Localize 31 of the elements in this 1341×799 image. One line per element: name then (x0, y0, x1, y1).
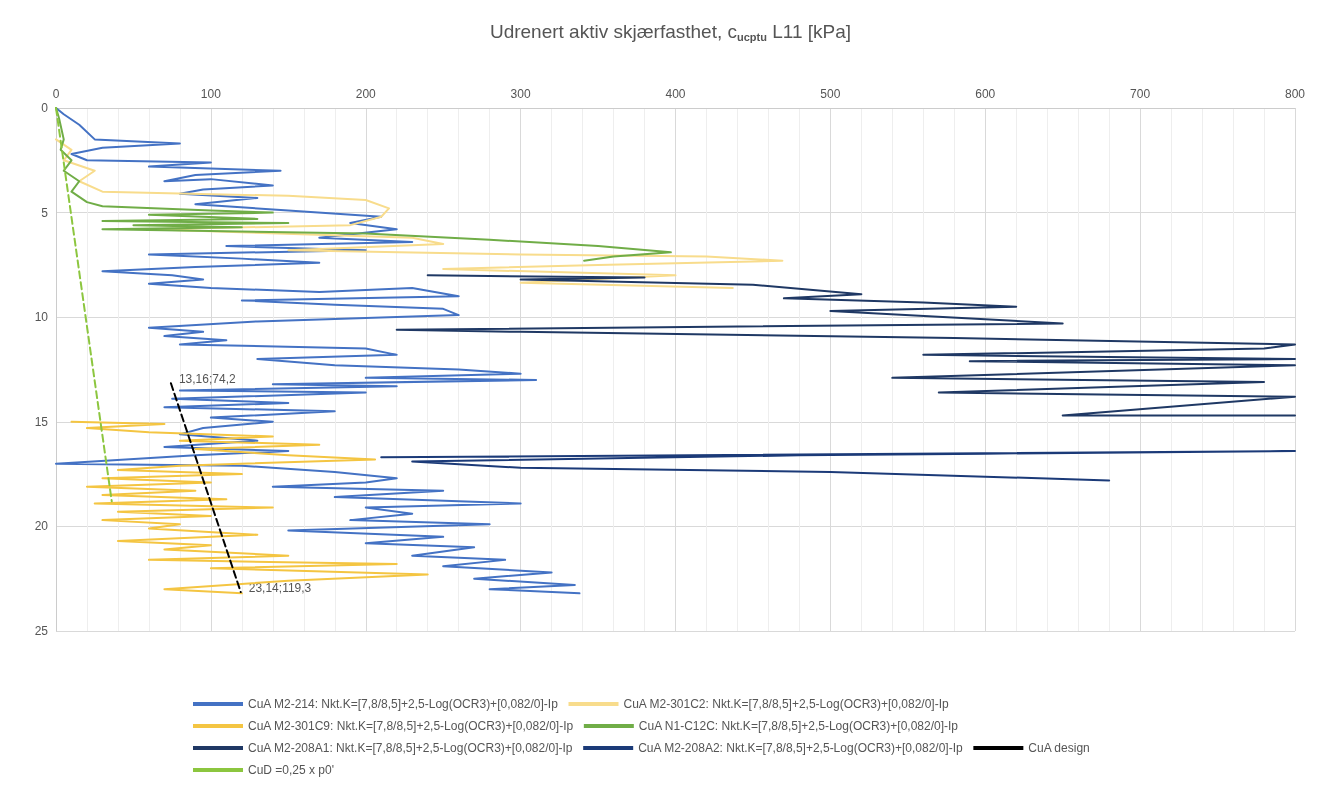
line-series (380, 450, 1296, 482)
line-series (70, 420, 429, 595)
x-tick-label: 100 (200, 87, 222, 101)
legend-label: CuD =0,25 x p0' (248, 763, 335, 777)
x-tick-label: 600 (975, 87, 996, 101)
x-tick-label: 700 (1130, 87, 1151, 101)
legend-label: CuA N1-C12C: Nkt.K=[7,8/8,5]+2,5-Log(OCR3)+[0,082/0]-Ip (638, 719, 959, 733)
y-tick-label: 10 (34, 310, 49, 325)
x-tick-label: 200 (355, 87, 377, 101)
line-series (55, 138, 784, 289)
y-tick-label: 0 (41, 101, 49, 115)
x-tick-label: 0 (52, 87, 60, 101)
line-series (55, 107, 581, 595)
y-tick-label: 20 (34, 519, 49, 534)
x-tick-label: 400 (665, 87, 686, 101)
x-tick-label: 800 (1284, 87, 1306, 101)
line-series (55, 107, 672, 262)
legend-label: CuA M2-301C2: Nkt.K=[7,8/8,5]+2,5-Log(OCR3)+[0,082/0]-Ip (623, 697, 949, 711)
y-tick-label: 15 (34, 414, 49, 429)
x-tick-label: 300 (510, 87, 531, 101)
y-tick-label: 5 (41, 205, 49, 220)
legend-label: CuA M2-301C9: Nkt.K=[7,8/8,5]+2,5-Log(OCR3)+[0,082/0]-Ip (248, 719, 574, 733)
line-series (395, 274, 1296, 417)
legend-label: CuA M2-208A2: Nkt.K=[7,8/8,5]+2,5-Log(OCR3)+[0,082/0]-Ip (638, 741, 964, 755)
annotation: 23,14;119,3 (248, 581, 312, 596)
x-tick-label: 500 (820, 87, 841, 101)
legend-label: CuA M2-214: Nkt.K=[7,8/8,5]+2,5-Log(OCR3)+[0,082/0]-Ip (248, 697, 559, 711)
legend-label: CuA M2-208A1: Nkt.K=[7,8/8,5]+2,5-Log(OCR3)+[0,082/0]-Ip (248, 741, 573, 755)
annotation: 13,16;74,2 (178, 372, 236, 387)
legend-label: CuA design (1028, 741, 1090, 755)
y-tick-label: 25 (34, 624, 49, 638)
